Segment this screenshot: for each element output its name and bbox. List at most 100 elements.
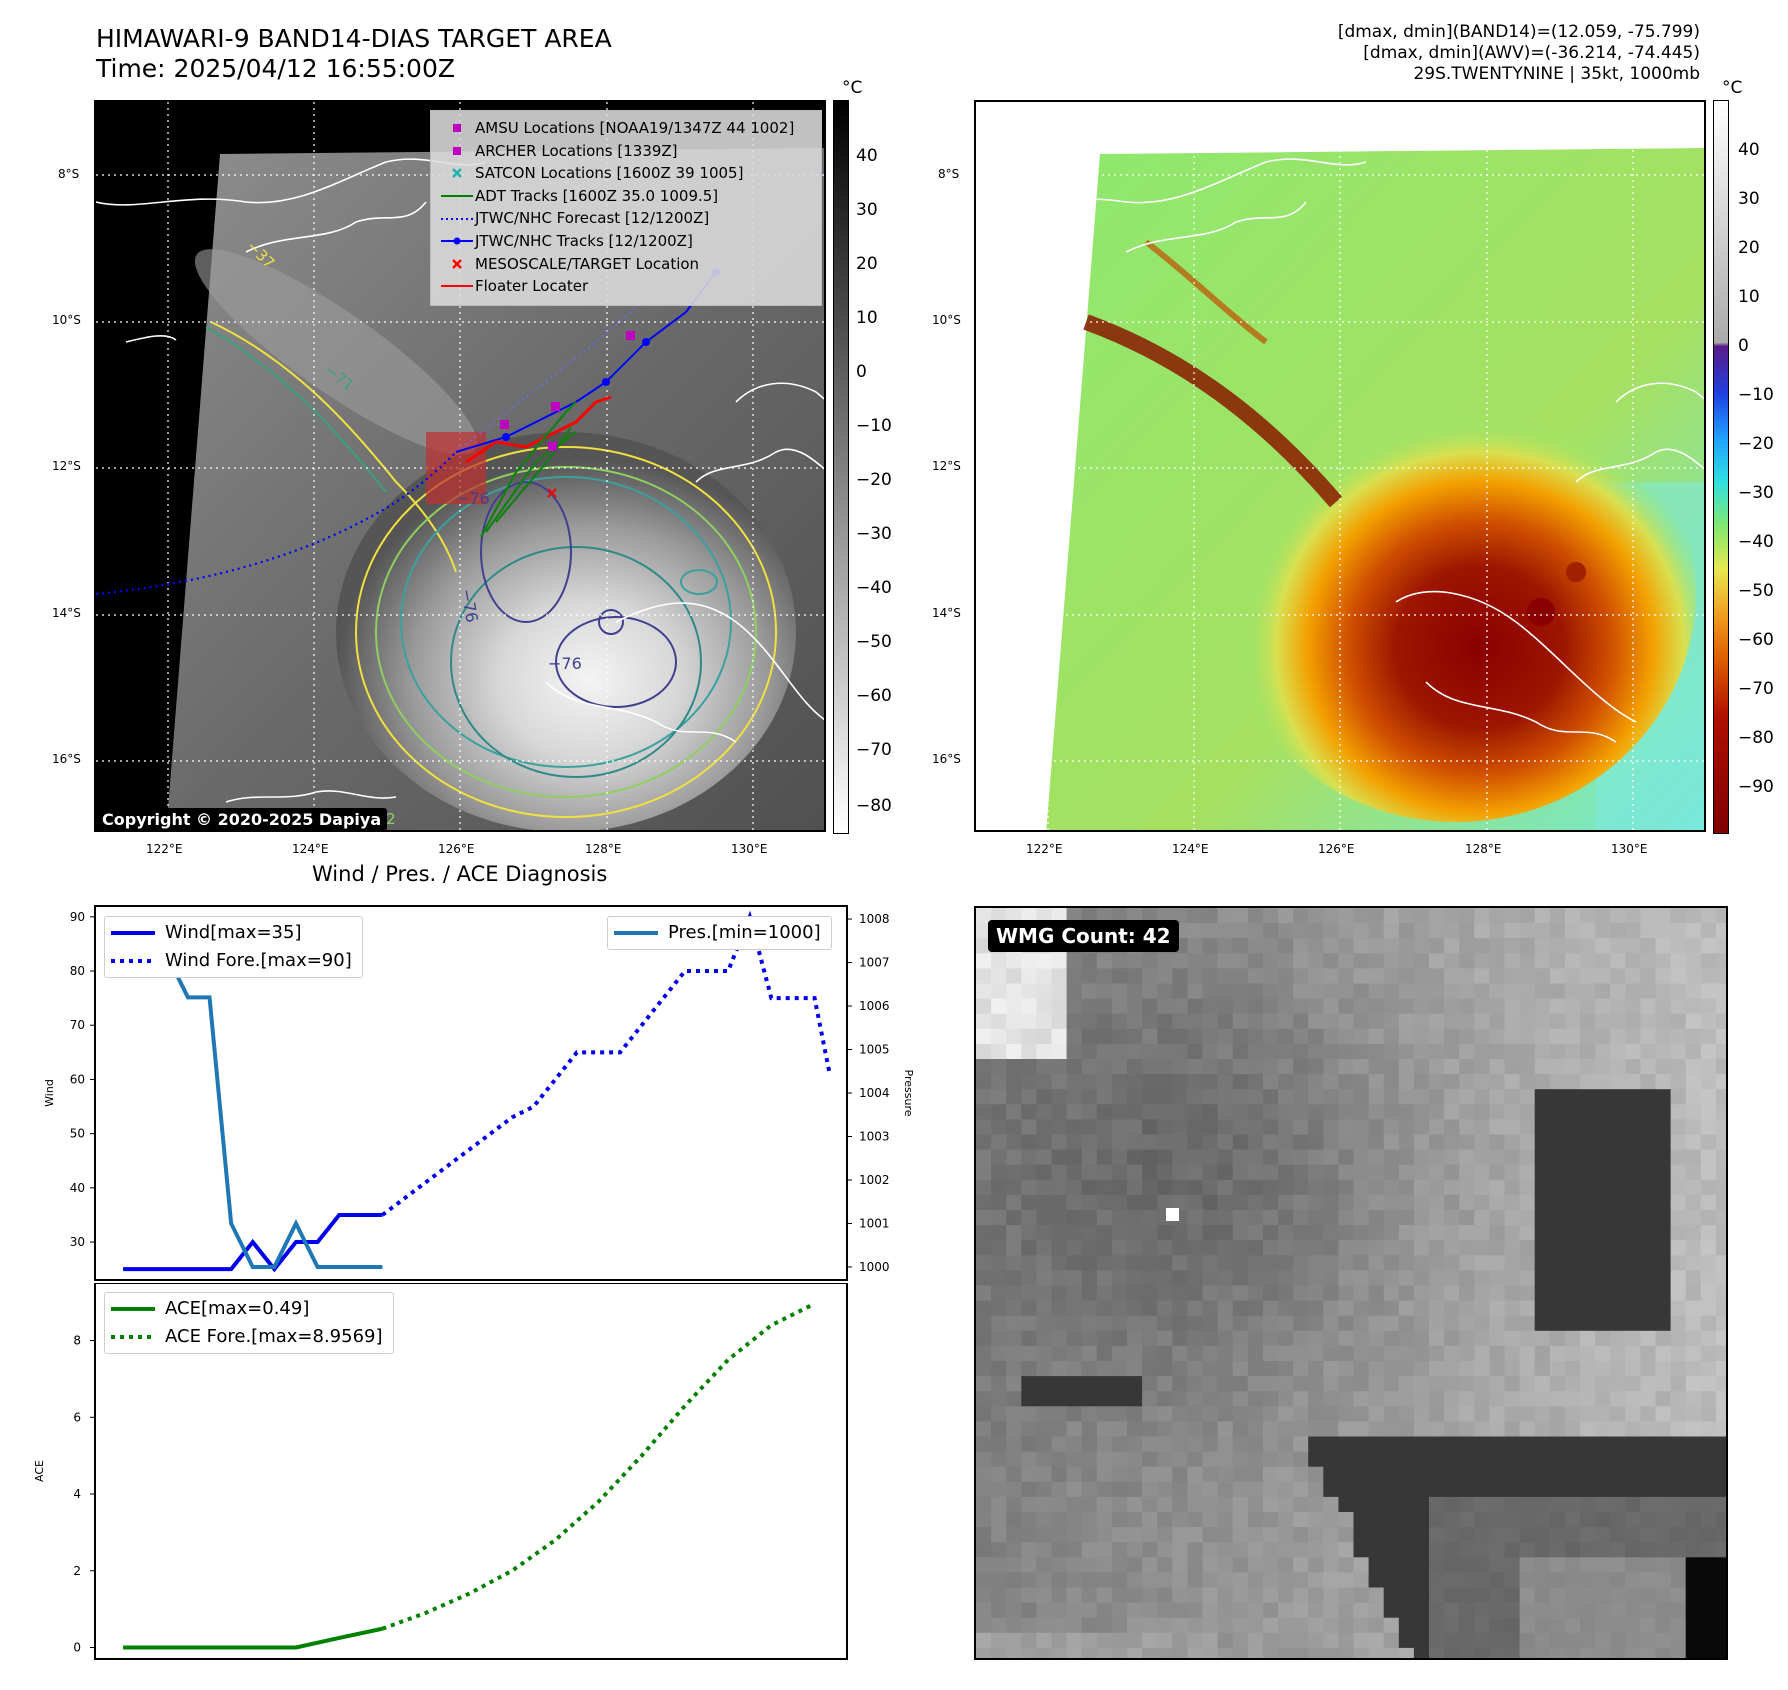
wmg-pixel [1474,1028,1490,1045]
wmg-pixel [1353,1089,1370,1105]
wmg-pixel [1353,998,1370,1015]
wmg-pixel [1474,1059,1490,1075]
wmg-pixel [1519,1617,1536,1634]
wmg-pixel [1640,908,1657,924]
wmg-pixel [1111,1466,1128,1483]
wmg-pixel [1262,1194,1279,1211]
wmg-pixel [1474,1225,1490,1241]
wmg-pixel [1096,1149,1113,1166]
wmg-pixel [1142,1496,1158,1513]
wmg-pixel [1353,923,1370,939]
wmg-pixel [1459,1104,1475,1120]
wmg-pixel [1564,1647,1581,1658]
wmg-pixel [1670,1512,1687,1528]
wmg-pixel [1429,1451,1445,1468]
wmg-pixel [1413,1391,1430,1407]
wmg-pixel [1655,1300,1672,1317]
wmg-pixel [1217,1647,1234,1658]
colorbar-tick: −60 [856,686,892,706]
wmg-pixel [1429,1285,1445,1302]
colorbar-tick: −40 [1738,532,1774,552]
wmg-pixel [1580,1225,1596,1241]
wmg-pixel [1655,1028,1672,1045]
info-line-3: 29S.TWENTYNINE | 35kt, 1000mb [1413,64,1700,84]
wmg-pixel [1081,1421,1098,1438]
legend-ace: ACE[max=0.49] [111,1295,383,1323]
wmg-pixel [1655,1345,1672,1362]
wmg-pixel [1096,1089,1113,1105]
wmg-pixel [1655,983,1672,1000]
wmg-pixel [1685,1255,1702,1271]
wmg-pixel [1262,1315,1279,1332]
wmg-pixel [1081,1542,1098,1558]
wmg-pixel [1474,1345,1490,1362]
wmg-pixel [1293,1225,1309,1241]
wmg-pixel [1595,1119,1611,1136]
wmg-pixel [1685,1376,1702,1392]
wmg-pixel [1459,1255,1475,1271]
wmg-pixel [1338,1617,1355,1634]
wmg-pixel [1534,1330,1551,1347]
wmg-pixel [1323,1481,1339,1498]
wmg-pixel [1353,1345,1370,1362]
wmg-pixel [1081,1647,1098,1658]
wmg-pixel [1247,968,1264,985]
wmg-pixel [1625,1496,1641,1513]
wmg-pixel [1670,1527,1687,1543]
wmg-pixel [1625,1361,1641,1377]
wmg-pixel [1036,1391,1053,1407]
wmg-pixel [1051,1240,1068,1256]
wmg-pixel [1474,1632,1490,1649]
wmg-pixel [1202,1149,1219,1166]
wmg-pixel [1278,1089,1294,1105]
wmg-pixel [1715,1104,1726,1120]
wmg-pixel [1338,953,1355,969]
wmg-pixel [1549,998,1566,1015]
wmg-pixel [1715,1632,1726,1649]
wmg-pixel [1595,1542,1611,1558]
wmg-pixel [1429,1602,1445,1619]
wmg-pixel [1368,1542,1385,1558]
wmg-pixel [1670,1391,1687,1407]
wmg-pixel [1459,1451,1475,1468]
wmg-pixel [1081,1240,1098,1256]
wmg-pixel [1715,1345,1726,1362]
wmg-pixel [1127,1164,1143,1181]
colorbar-tick: 20 [1738,238,1760,258]
wmg-pixel [1217,1496,1234,1513]
wmg-pixel [1655,998,1672,1015]
wmg-pixel [1655,1179,1672,1196]
wmg-pixel [1323,1466,1339,1483]
wmg-pixel [1262,1255,1279,1271]
wmg-pixel [976,1451,992,1468]
wmg-pixel [1368,1255,1385,1271]
wmg-pixel [1444,908,1460,924]
wmg-pixel [1021,1330,1037,1347]
wmg-pixel [1413,1587,1430,1604]
legend-label: ACE[max=0.49] [165,1298,310,1319]
wmg-pixel [1051,1013,1068,1030]
wmg-pixel [1564,1028,1581,1045]
legend-label: Wind[max=35] [165,922,302,943]
colorbar-tick: 10 [856,308,878,328]
legend-item-jtwc-forecast: JTWC/NHC Forecast [12/1200Z] [439,207,813,230]
wmg-pixel [1127,1013,1143,1030]
title-line-2: Time: 2025/04/12 16:55:00Z [96,54,455,83]
wmg-pixel [1353,1421,1370,1438]
wmg-pixel [1081,1089,1098,1105]
wmg-pixel [1564,1074,1581,1090]
wmg-pixel [1111,968,1128,985]
wmg-pixel [1081,1481,1098,1498]
wmg-pixel [1066,983,1083,1000]
wmg-pixel [1489,1602,1506,1619]
wmg-pixel [1640,1406,1657,1422]
wmg-pixel [1021,1315,1037,1332]
wmg-pixel [1142,1391,1158,1407]
wmg-pixel [1610,1043,1626,1060]
wmg-pixel [1278,1028,1294,1045]
wmg-pixel [1398,1496,1415,1513]
wmg-pixel [1685,1149,1702,1166]
wmg-pixel [1278,1164,1294,1181]
wmg-pixel [1142,1345,1158,1362]
wmg-pixel [1021,1119,1037,1136]
